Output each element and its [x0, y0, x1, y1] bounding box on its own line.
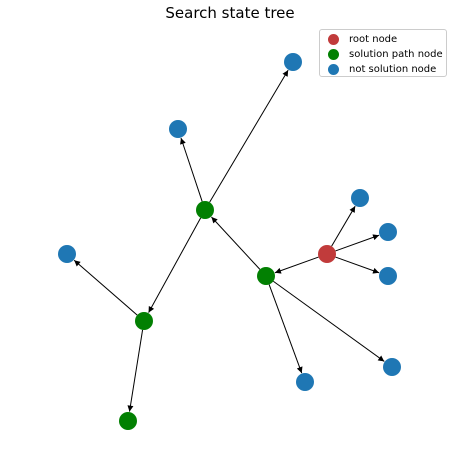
- node-layer: [58, 53, 401, 430]
- edge-s1-s2: [211, 216, 261, 270]
- solution-node-s4: [119, 412, 137, 430]
- legend-entry-solution: solution path node: [328, 47, 443, 62]
- other-node-n1: [351, 189, 369, 207]
- other-node-n6: [169, 120, 187, 138]
- root-node-root: [318, 245, 336, 263]
- edge-s3-n8: [73, 259, 138, 316]
- edge-root-n1: [331, 205, 356, 247]
- legend-label-solution: solution path node: [349, 49, 443, 60]
- other-node-n5: [383, 358, 401, 376]
- other-node-n4: [296, 373, 314, 391]
- legend-label-other: not solution node: [349, 64, 437, 75]
- edge-s2-n7: [209, 69, 289, 203]
- other-node-n8: [58, 245, 76, 263]
- other-node-n3: [379, 267, 397, 285]
- legend: root node solution path node not solutio…: [319, 29, 447, 77]
- diagram-title: Search state tree: [165, 4, 295, 22]
- legend-entry-root: root node: [328, 32, 440, 47]
- legend-entry-other: not solution node: [328, 62, 440, 77]
- edge-s3-s4: [127, 329, 144, 412]
- edge-root-n2: [335, 234, 380, 252]
- edge-s2-s3: [148, 217, 202, 313]
- edge-s1-n4: [268, 284, 303, 374]
- edge-s2-n6: [180, 137, 203, 202]
- solution-node-s2: [196, 201, 214, 219]
- edge-layer: [73, 69, 385, 412]
- solution-node-s1: [257, 267, 275, 285]
- other-node-n7: [284, 53, 302, 71]
- legend-marker-root: [328, 34, 339, 45]
- legend-marker-other: [328, 64, 339, 75]
- legend-marker-solution: [328, 49, 339, 60]
- legend-label-root: root node: [349, 34, 398, 45]
- edge-s1-n5: [273, 280, 385, 362]
- edge-root-s1: [274, 256, 319, 274]
- other-node-n2: [379, 223, 397, 241]
- edge-root-n3: [335, 256, 380, 274]
- solution-node-s3: [135, 312, 153, 330]
